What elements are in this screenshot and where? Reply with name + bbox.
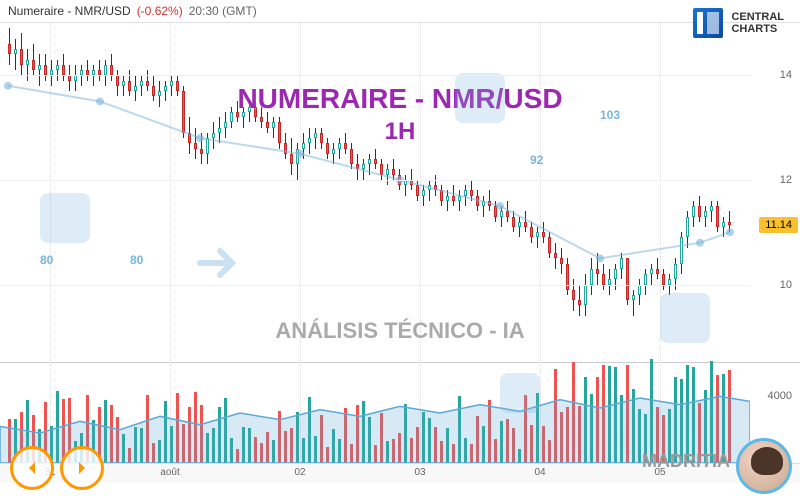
footer-brand: MADRITIA <box>642 451 730 472</box>
chart-container: 808092103 101214 NUMERAIRE - NMR/USD 1H … <box>0 23 800 483</box>
timestamp: 20:30 (GMT) <box>189 4 257 18</box>
watermark-timeframe: 1H <box>385 118 416 146</box>
volume-chart[interactable]: 4000 <box>0 363 800 463</box>
watermark-ta: ANÁLISIS TÉCNICO - IA <box>275 318 524 344</box>
watermark-title: NUMERAIRE - NMR/USD <box>237 83 562 115</box>
price-change: (-0.62%) <box>137 4 183 18</box>
current-price-badge: 11.14 <box>759 217 798 233</box>
indicator-label: 80 <box>40 253 53 267</box>
symbol-name: Numeraire - NMR/USD <box>8 4 131 18</box>
bg-refresh-icon <box>455 73 505 123</box>
bg-vol-icon <box>500 373 540 413</box>
bg-trend-icon <box>660 293 710 343</box>
price-chart[interactable]: 808092103 101214 NUMERAIRE - NMR/USD 1H … <box>0 23 800 363</box>
indicator-label: 92 <box>530 153 543 167</box>
indicator-label: 103 <box>600 108 620 122</box>
bg-chart-icon <box>40 193 90 243</box>
chart-header: Numeraire - NMR/USD (-0.62%) 20:30 (GMT) <box>0 0 800 23</box>
indicator-label: 80 <box>130 253 143 267</box>
nav-prev-button[interactable] <box>10 446 54 490</box>
assistant-avatar[interactable] <box>736 438 792 494</box>
nav-next-button[interactable] <box>60 446 104 490</box>
y-axis: 101214 <box>750 23 800 362</box>
